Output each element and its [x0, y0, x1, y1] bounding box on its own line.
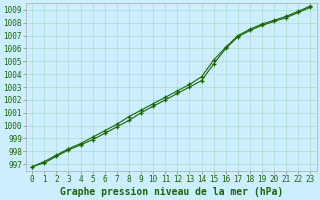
X-axis label: Graphe pression niveau de la mer (hPa): Graphe pression niveau de la mer (hPa)	[60, 186, 283, 197]
